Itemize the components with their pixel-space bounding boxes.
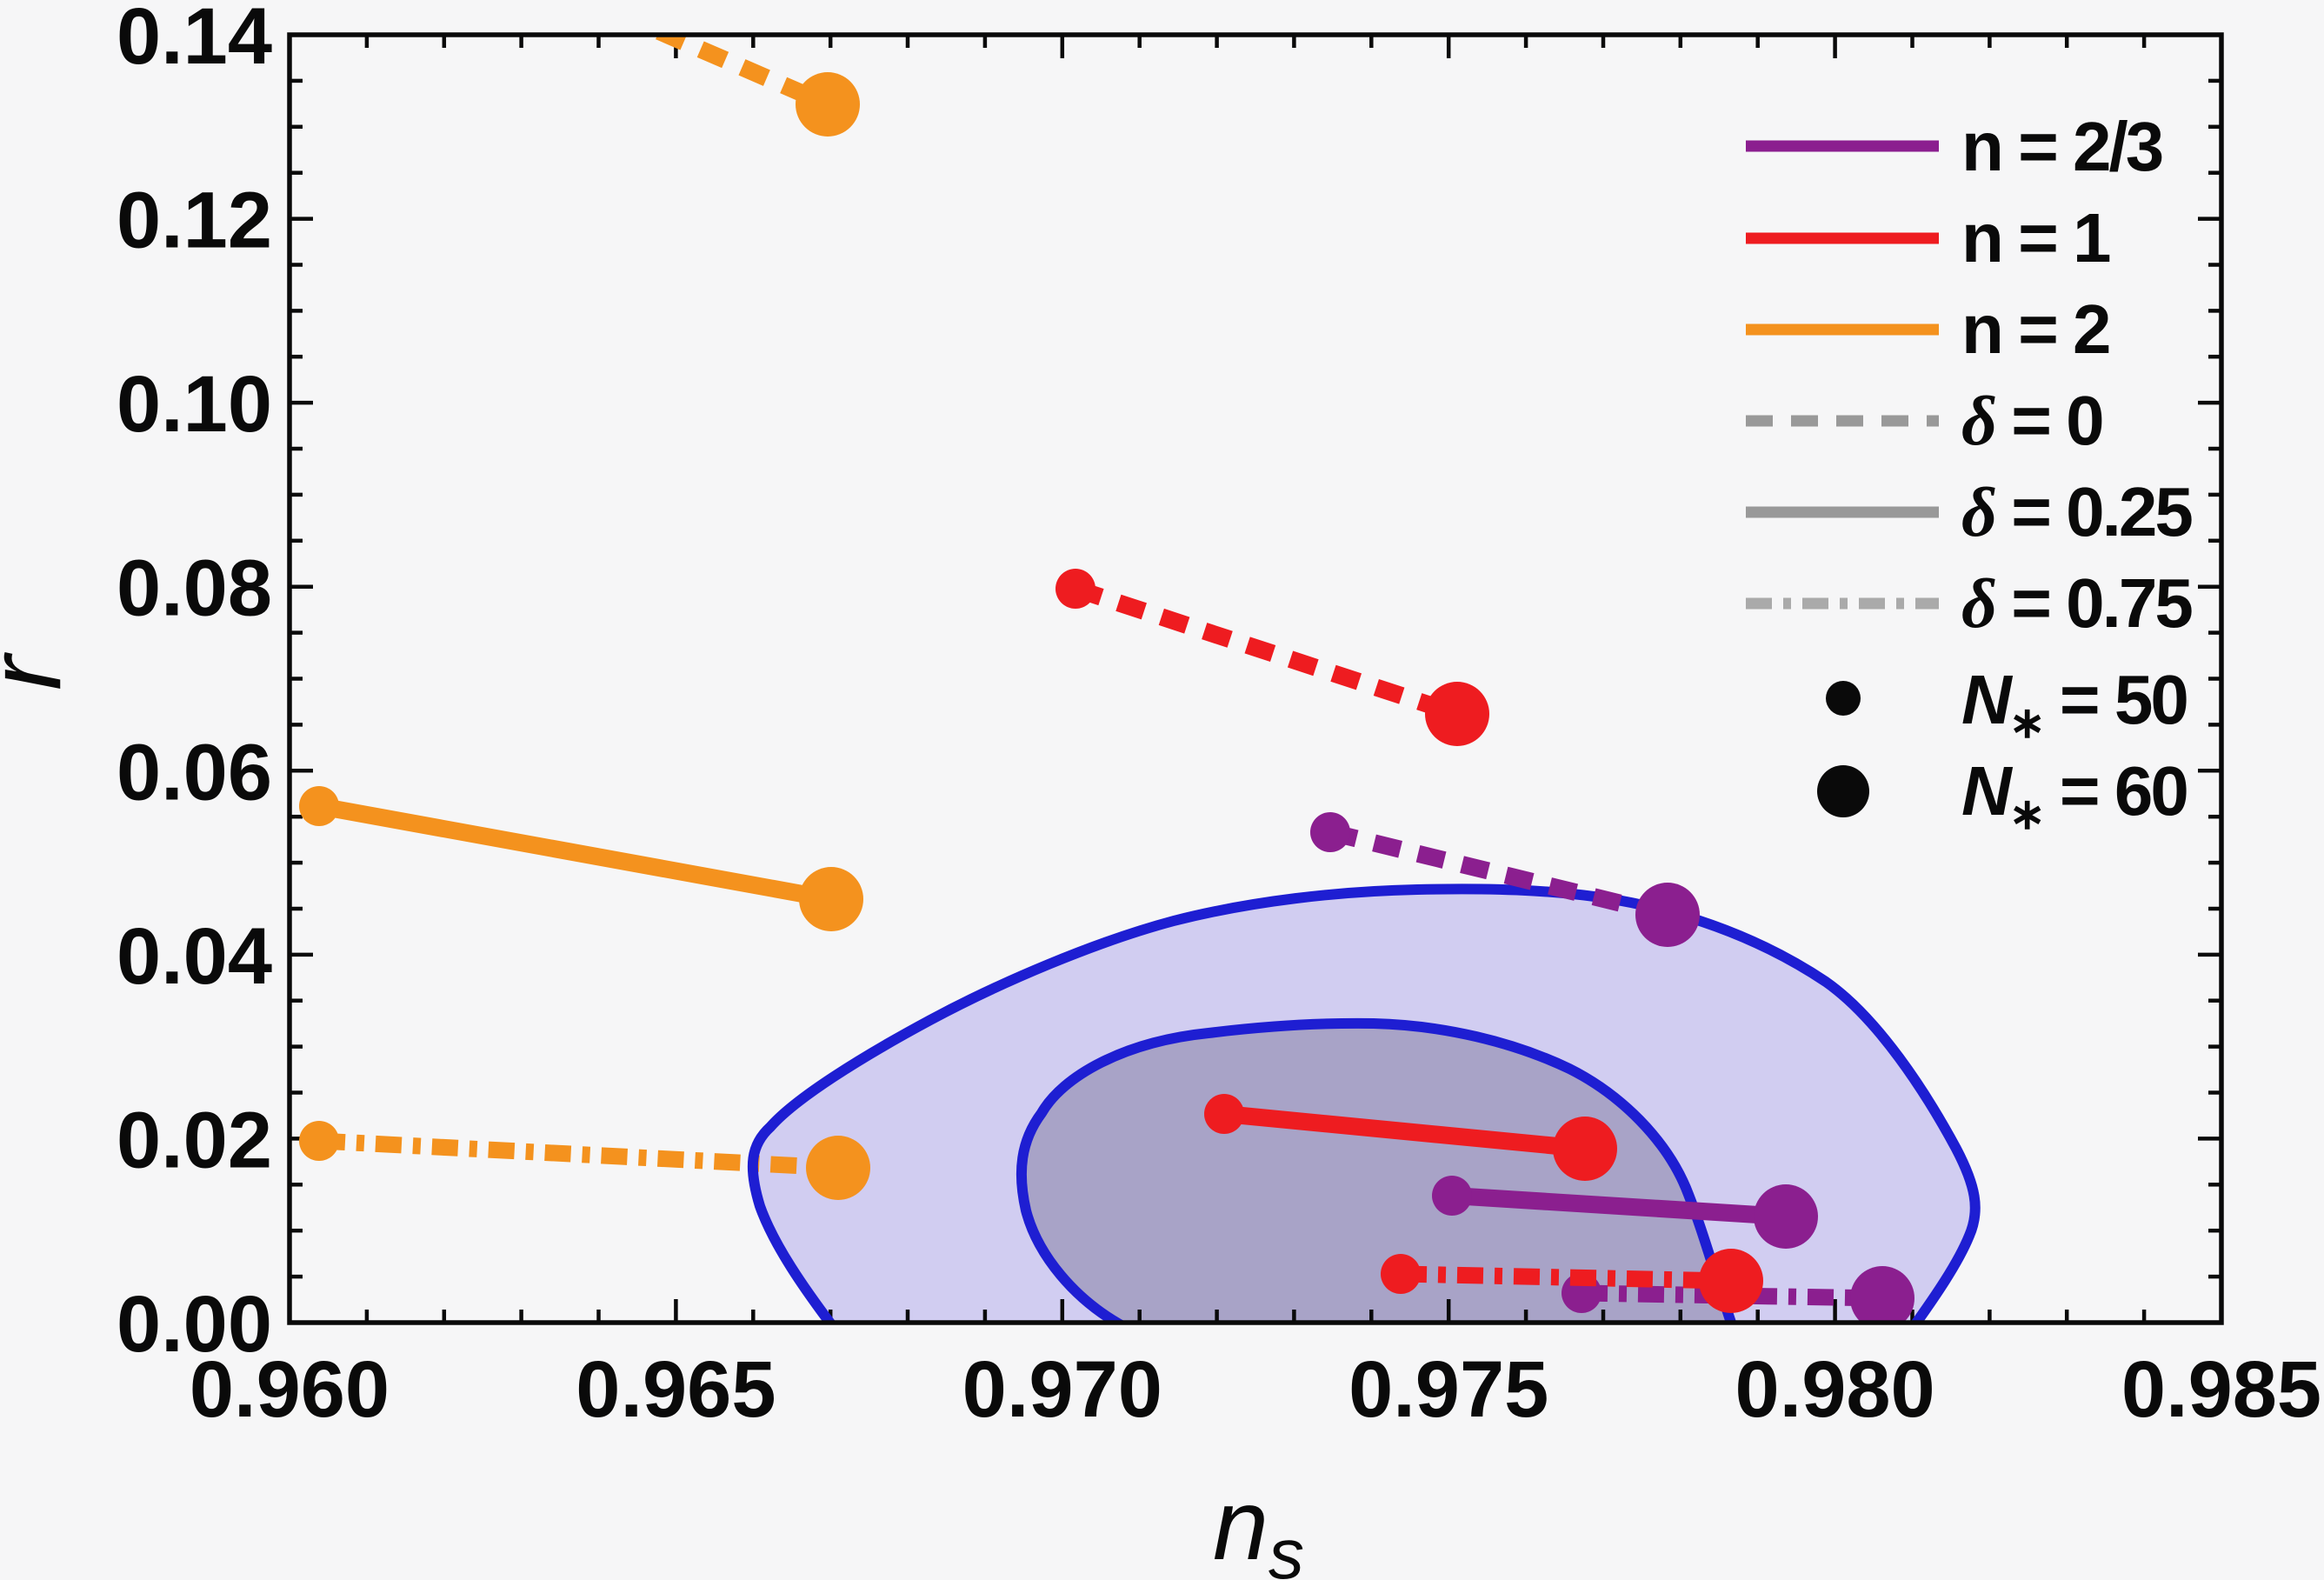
svg-text:0.12: 0.12 <box>117 177 272 265</box>
svg-text:δ = 0: δ = 0 <box>1961 382 2102 460</box>
svg-text:N∗ = 50: N∗ = 50 <box>1961 661 2187 747</box>
svg-text:0.02: 0.02 <box>117 1096 272 1184</box>
svg-text:0.14: 0.14 <box>117 0 272 81</box>
svg-text:n = 2: n = 2 <box>1961 290 2109 368</box>
svg-text:0.960: 0.960 <box>190 1345 390 1434</box>
svg-text:n = 1: n = 1 <box>1961 199 2110 277</box>
svg-text:0.980: 0.980 <box>1735 1345 1934 1434</box>
svg-text:0.00: 0.00 <box>117 1280 272 1369</box>
svg-text:0.985: 0.985 <box>2121 1345 2321 1434</box>
svg-text:0.08: 0.08 <box>117 544 272 633</box>
svg-text:δ = 0.25: δ = 0.25 <box>1961 473 2192 551</box>
svg-text:0.04: 0.04 <box>117 912 272 1001</box>
svg-text:0.06: 0.06 <box>117 728 272 817</box>
svg-text:r: r <box>0 652 83 690</box>
svg-text:0.970: 0.970 <box>962 1345 1162 1434</box>
svg-text:N∗ = 60: N∗ = 60 <box>1961 752 2187 838</box>
svg-text:0.975: 0.975 <box>1348 1345 1548 1434</box>
svg-text:δ = 0.75: δ = 0.75 <box>1961 564 2192 643</box>
svg-text:0.10: 0.10 <box>117 360 272 449</box>
svg-text:n = 2/3: n = 2/3 <box>1961 108 2162 185</box>
svg-text:0.965: 0.965 <box>576 1345 776 1434</box>
